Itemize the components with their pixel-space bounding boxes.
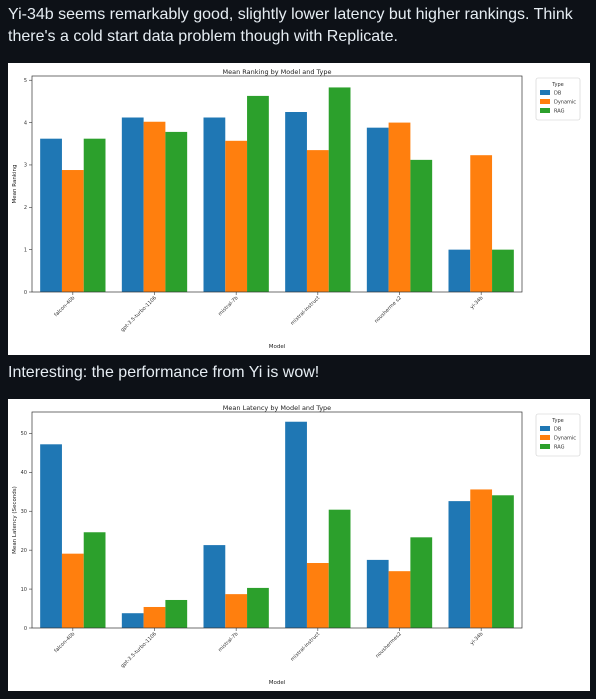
ranking-xlabel: Model xyxy=(269,344,286,350)
ranking-ytick-label: 2 xyxy=(24,205,27,211)
ranking-xtick-label: mixtral-instruct xyxy=(290,295,322,327)
ranking-xtick-label: falcon-40b xyxy=(53,295,76,318)
ranking-bar-dynamic-1 xyxy=(143,121,166,292)
latency-ylabel: Mean Latency (Seconds) xyxy=(12,486,18,554)
ranking-legend-swatch-db xyxy=(540,90,550,95)
latency-ytick-label: 50 xyxy=(21,431,27,437)
ranking-ytick-label: 3 xyxy=(24,163,27,169)
latency-bar-db-5 xyxy=(448,501,471,628)
latency-xtick-label: mixtral-instruct xyxy=(290,631,322,663)
latency-ytick-label: 10 xyxy=(21,587,27,593)
latency-bar-db-3 xyxy=(285,421,307,628)
ranking-bar-dynamic-3 xyxy=(306,150,329,292)
ranking-legend-label-rag: RAG xyxy=(554,109,565,115)
latency-bar-dynamic-3 xyxy=(306,563,329,628)
latency-bar-rag-3 xyxy=(328,509,351,628)
latency-bar-rag-5 xyxy=(492,495,514,628)
ranking-bar-db-3 xyxy=(285,112,307,292)
latency-xtick-label: noushermes2 xyxy=(375,631,403,659)
latency-legend-label-db: DB xyxy=(554,427,562,433)
latency-bar-db-2 xyxy=(203,545,226,628)
latency-legend-label-rag: RAG xyxy=(554,445,565,451)
ranking-ylabel: Mean Ranking xyxy=(12,165,18,204)
latency-bar-db-4 xyxy=(366,559,389,628)
ranking-xtick-label: gpt-3.5-turbo-1106 xyxy=(120,295,158,333)
latency-ytick-label: 20 xyxy=(21,548,27,554)
latency-xtick-label: falcon-40b xyxy=(53,631,76,654)
ranking-legend-swatch-rag xyxy=(540,108,550,113)
ranking-ytick-label: 5 xyxy=(24,78,27,84)
ranking-bar-dynamic-0 xyxy=(61,170,84,292)
latency-bar-rag-2 xyxy=(247,587,269,628)
ranking-plot-frame xyxy=(31,75,523,293)
ranking-xtick-label: mistral-7b xyxy=(217,295,239,317)
ranking-bar-db-5 xyxy=(448,249,471,292)
ranking-bar-rag-1 xyxy=(165,131,188,292)
latency-xtick-label: yi-34b xyxy=(469,631,484,646)
latency-bar-rag-1 xyxy=(165,599,188,628)
ranking-bar-rag-0 xyxy=(83,138,106,292)
ranking-legend-label-db: DB xyxy=(554,91,562,97)
latency-bar-dynamic-4 xyxy=(388,571,411,628)
latency-legend-swatch-dynamic xyxy=(540,435,550,440)
ranking-bar-db-2 xyxy=(203,117,226,292)
latency-bar-dynamic-5 xyxy=(470,489,493,628)
ranking-legend-label-dynamic: Dynamic xyxy=(554,100,576,106)
latency-bar-rag-4 xyxy=(410,537,433,628)
ranking-bar-db-4 xyxy=(366,127,389,292)
latency-bar-rag-0 xyxy=(83,532,106,628)
latency-bar-db-0 xyxy=(40,444,62,628)
latency-xtick-label: gpt-3.5-turbo-1106 xyxy=(120,631,158,669)
latency-ytick-label: 30 xyxy=(21,509,27,515)
latency-legend-swatch-db xyxy=(540,426,550,431)
latency-ytick-label: 0 xyxy=(24,626,27,632)
latency-legend: Type DB Dynamic RAG xyxy=(535,413,581,457)
latency-xlabel: Model xyxy=(269,680,286,686)
ranking-legend: Type DB Dynamic RAG xyxy=(535,77,581,121)
latency-title: Mean Latency by Model and Type xyxy=(223,404,331,412)
ranking-xtick-label: yi-34b xyxy=(469,295,484,310)
latency-legend-label-dynamic: Dynamic xyxy=(554,436,576,442)
latency-chart: Mean Latency by Model and Type 0 10 20 30 40 5… xyxy=(8,399,590,691)
ranking-xtick-label: nousherme s2 xyxy=(374,295,403,324)
ranking-legend-title: Type xyxy=(551,82,563,88)
ranking-bar-dynamic-2 xyxy=(225,140,248,292)
ranking-ytick-label: 4 xyxy=(24,120,27,126)
latency-plot-frame xyxy=(31,411,523,629)
latency-bar-dynamic-1 xyxy=(143,606,166,628)
latency-bar-dynamic-0 xyxy=(61,553,84,628)
ranking-chart-svg: Mean Ranking by Model and Type 0 1 2 3 4 5 falc… xyxy=(12,68,581,350)
latency-ytick-label: 40 xyxy=(21,470,27,476)
message-text-1: Yi-34b seems remarkably good, slightly l… xyxy=(8,6,573,45)
ranking-bar-db-1 xyxy=(121,117,144,292)
ranking-bar-dynamic-4 xyxy=(388,122,411,293)
ranking-ytick-label: 1 xyxy=(24,247,27,253)
latency-bar-dynamic-2 xyxy=(225,594,248,628)
ranking-legend-swatch-dynamic xyxy=(540,99,550,104)
ranking-ytick-label: 0 xyxy=(24,290,27,296)
ranking-bar-db-0 xyxy=(40,138,62,292)
ranking-bar-rag-4 xyxy=(410,159,433,292)
ranking-bar-rag-3 xyxy=(328,87,351,292)
latency-bar-db-1 xyxy=(121,613,144,628)
latency-xtick-label: mistral-7b xyxy=(217,631,239,653)
ranking-title: Mean Ranking by Model and Type xyxy=(223,68,332,76)
latency-legend-swatch-rag xyxy=(540,444,550,449)
latency-chart-svg: Mean Latency by Model and Type 0 10 20 30 40 5… xyxy=(12,404,581,686)
ranking-bar-dynamic-5 xyxy=(470,155,493,292)
ranking-chart: Mean Ranking by Model and Type 0 1 2 3 4 5 falc… xyxy=(8,63,590,355)
ranking-bar-rag-5 xyxy=(492,249,514,292)
latency-legend-title: Type xyxy=(551,418,563,424)
message-text-2: Interesting: the performance from Yi is … xyxy=(8,364,320,381)
ranking-bar-rag-2 xyxy=(247,95,269,292)
